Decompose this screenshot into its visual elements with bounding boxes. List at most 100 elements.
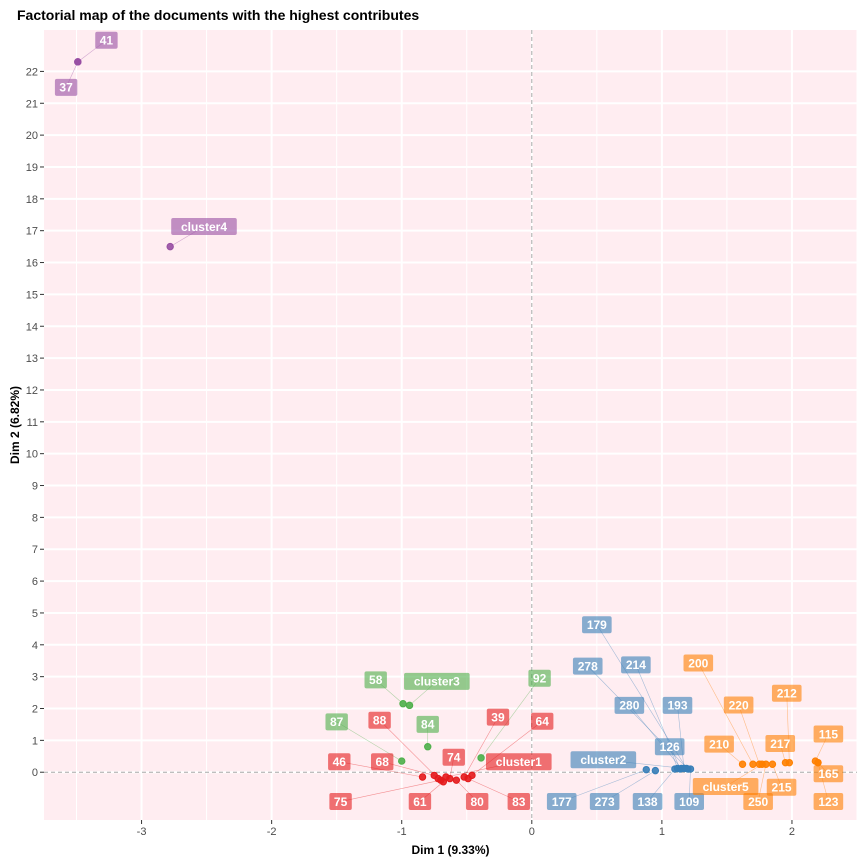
data-label-text: 250 <box>748 795 768 809</box>
data-label: 46 <box>328 753 351 771</box>
data-label: 278 <box>572 657 603 675</box>
y-tick-label: 21 <box>26 98 38 110</box>
data-label-box <box>171 218 237 236</box>
data-label-box <box>364 671 387 689</box>
x-tick-label: -1 <box>397 826 407 838</box>
data-point <box>424 743 432 751</box>
y-axis-title: Dim 2 (6.82%) <box>8 386 22 464</box>
data-label-box <box>54 78 78 96</box>
data-label: 87 <box>325 713 348 731</box>
y-tick-label: 11 <box>27 417 38 429</box>
data-label-text: cluster5 <box>703 780 749 794</box>
data-point <box>651 766 660 775</box>
data-label: 64 <box>531 712 554 730</box>
data-label-text: 61 <box>413 795 427 809</box>
data-point <box>758 760 766 768</box>
leader-line <box>379 720 439 779</box>
data-label-box <box>329 793 352 811</box>
data-label-text: 109 <box>679 795 699 809</box>
data-label: 250 <box>743 793 773 811</box>
data-label-box <box>572 657 603 675</box>
data-label: 179 <box>582 616 612 634</box>
data-label: 109 <box>674 793 704 811</box>
data-label: cluster4 <box>171 218 237 236</box>
data-label-text: cluster4 <box>181 220 227 234</box>
data-label-text: 278 <box>578 659 598 673</box>
data-point <box>768 760 777 768</box>
leader-line <box>471 721 543 776</box>
data-label-box <box>486 708 510 726</box>
data-label: 273 <box>589 793 620 811</box>
data-label-text: 212 <box>777 687 797 701</box>
data-label: 212 <box>771 684 802 702</box>
data-label-text: 193 <box>667 699 687 713</box>
y-tick-label: 0 <box>32 767 38 779</box>
data-label: 37 <box>54 78 78 96</box>
y-tick-label: 17 <box>26 226 38 238</box>
data-label-box <box>632 793 663 811</box>
data-point <box>452 776 461 784</box>
leader-line <box>738 704 760 765</box>
leader-line <box>698 662 754 765</box>
data-point <box>74 58 82 66</box>
leader-line <box>340 779 441 802</box>
data-labels: 46 68 88 75 61 74 80 39 83 64 cluster1 177 273 138 109… <box>54 31 844 811</box>
data-label: 165 <box>813 765 844 783</box>
leader-line <box>480 678 540 759</box>
data-label-box <box>325 713 348 731</box>
y-tick-label: 12 <box>26 385 38 397</box>
data-label-box <box>743 793 773 811</box>
data-label-text: 210 <box>709 737 729 751</box>
data-label-box <box>662 696 693 714</box>
data-label-text: 138 <box>638 795 658 809</box>
y-tick-label: 14 <box>26 321 38 333</box>
x-tick-label: 0 <box>529 826 535 838</box>
data-label-text: 92 <box>533 672 547 686</box>
y-tick-label: 19 <box>26 162 38 174</box>
data-point <box>680 764 688 773</box>
data-label: 68 <box>371 753 394 771</box>
data-label: 80 <box>465 793 489 811</box>
data-label-text: 68 <box>376 755 390 769</box>
data-label-box <box>654 738 685 756</box>
data-label-box <box>546 793 577 811</box>
data-label-box <box>683 654 714 672</box>
data-label: 280 <box>614 696 645 714</box>
data-label: 220 <box>723 696 754 714</box>
data-label-box <box>621 656 651 674</box>
data-label-text: 280 <box>619 699 639 713</box>
data-label-box <box>368 711 391 729</box>
data-label-text: 177 <box>552 795 572 809</box>
data-label-box <box>766 778 797 796</box>
y-tick-label: 3 <box>32 672 38 684</box>
data-point <box>418 773 427 781</box>
data-point <box>442 773 450 781</box>
leader-line <box>677 705 685 769</box>
data-label: 210 <box>704 735 734 753</box>
data-label-box <box>614 696 645 714</box>
data-label-text: 46 <box>333 755 347 769</box>
data-label-text: 126 <box>660 740 680 754</box>
reference-lines <box>44 30 857 820</box>
data-label-text: 200 <box>688 656 708 670</box>
data-label-box <box>371 753 394 771</box>
data-label: 74 <box>442 748 465 766</box>
x-tick-label: 1 <box>659 826 665 838</box>
data-label: cluster2 <box>570 751 637 769</box>
chart-title: Factorial map of the documents with the … <box>17 7 420 23</box>
data-label-text: 64 <box>536 715 550 729</box>
data-label: 92 <box>528 669 551 687</box>
data-label: 193 <box>662 696 693 714</box>
y-tick-label: 10 <box>26 449 38 461</box>
y-tick-label: 15 <box>26 289 38 301</box>
data-label: 214 <box>621 656 651 674</box>
data-label-text: 215 <box>772 780 792 794</box>
y-tick-label: 13 <box>26 353 38 365</box>
data-label-box <box>570 751 637 769</box>
data-label: cluster1 <box>485 753 552 771</box>
data-label-box <box>704 735 734 753</box>
data-label-box <box>404 672 470 690</box>
y-tick-label: 8 <box>32 512 38 524</box>
data-label-box <box>813 793 844 811</box>
data-label-box <box>416 715 439 733</box>
